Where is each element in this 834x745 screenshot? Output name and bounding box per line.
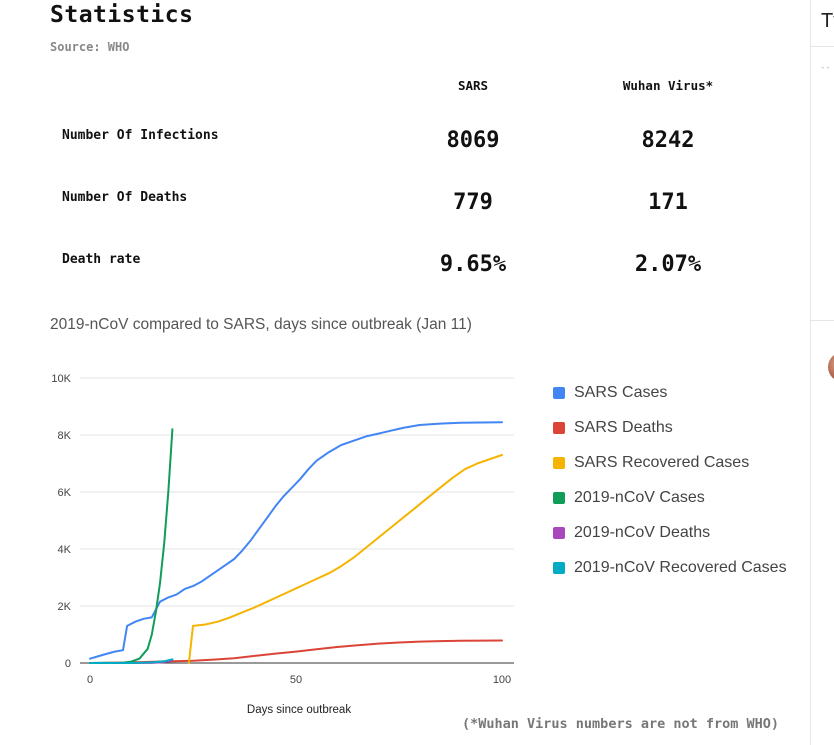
legend-swatch <box>553 526 565 539</box>
y-tick-label: 8K <box>58 430 72 442</box>
legend-label: SARS Recovered Cases <box>574 453 750 471</box>
series-line <box>187 454 503 664</box>
series-line <box>89 658 174 664</box>
legend-swatch <box>553 456 565 469</box>
y-tick-label: 4K <box>58 544 72 556</box>
sars-infections-value: 8069 <box>446 128 500 153</box>
legend-item[interactable]: SARS Cases <box>553 377 787 412</box>
legend-label: 2019-nCoV Deaths <box>574 523 711 541</box>
wuhan-deaths-value: 171 <box>648 190 688 215</box>
sars-deaths-value: 779 <box>453 190 493 215</box>
sidebar-divider <box>810 46 834 47</box>
wuhan-death-rate-value: 2.07% <box>634 252 702 277</box>
y-tick-label: 10K <box>51 373 71 385</box>
series-line <box>89 639 503 664</box>
legend-label: SARS Cases <box>574 383 668 401</box>
legend-item[interactable]: 2019-nCoV Cases <box>553 482 787 517</box>
footnote: (*Wuhan Virus numbers are not from WHO) <box>462 716 779 732</box>
legend-item[interactable]: 2019-nCoV Deaths <box>553 517 787 552</box>
stats-table: SARS Wuhan Virus* Number Of Infections 8… <box>0 0 800 300</box>
legend-item[interactable]: SARS Recovered Cases <box>553 447 787 482</box>
x-tick-label: 50 <box>290 674 302 686</box>
x-tick-label: 100 <box>493 674 511 686</box>
chart-title: 2019-nCoV compared to SARS, days since o… <box>50 316 472 333</box>
legend-label: 2019-nCoV Cases <box>574 488 705 506</box>
sidebar-divider <box>810 0 811 745</box>
y-tick-label: 2K <box>58 601 72 613</box>
sidebar-dash: -- <box>820 63 831 73</box>
legend-swatch <box>553 561 565 574</box>
legend-swatch <box>553 491 565 504</box>
page-title: Statistics <box>50 2 194 28</box>
row-label-infections: Number Of Infections <box>62 128 219 143</box>
avatar[interactable] <box>828 352 834 382</box>
legend-label: 2019-nCoV Recovered Cases <box>574 558 787 576</box>
column-header-wuhan: Wuhan Virus* <box>622 78 714 93</box>
row-label-death-rate: Death rate <box>62 252 141 267</box>
series-line <box>89 428 174 664</box>
chart-legend: SARS Cases SARS Deaths SARS Recovered Ca… <box>553 377 787 587</box>
legend-item[interactable]: SARS Deaths <box>553 412 787 447</box>
y-tick-label: 0 <box>65 658 71 670</box>
legend-item[interactable]: 2019-nCoV Recovered Cases <box>553 552 787 587</box>
legend-label: SARS Deaths <box>574 418 673 436</box>
y-tick-label: 6K <box>58 487 72 499</box>
sidebar-divider <box>810 320 834 321</box>
wuhan-infections-value: 8242 <box>641 128 695 153</box>
x-tick-label: 0 <box>87 674 93 686</box>
x-axis-label: Days since outbreak <box>247 704 351 716</box>
legend-swatch <box>553 386 565 399</box>
series-line <box>89 421 503 660</box>
source-label: Source: WHO <box>50 40 130 54</box>
column-header-sars: SARS <box>457 78 489 93</box>
legend-swatch <box>553 421 565 434</box>
sidebar-title-fragment: Tv <box>821 10 834 32</box>
right-sidebar: Tv -- <box>810 0 834 745</box>
row-label-deaths: Number Of Deaths <box>62 190 188 205</box>
sars-death-rate-value: 9.65% <box>439 252 507 277</box>
line-chart: 0 2K 4K 6K 8K 10K 0 50 100 Days since outbreak <box>51 373 514 716</box>
